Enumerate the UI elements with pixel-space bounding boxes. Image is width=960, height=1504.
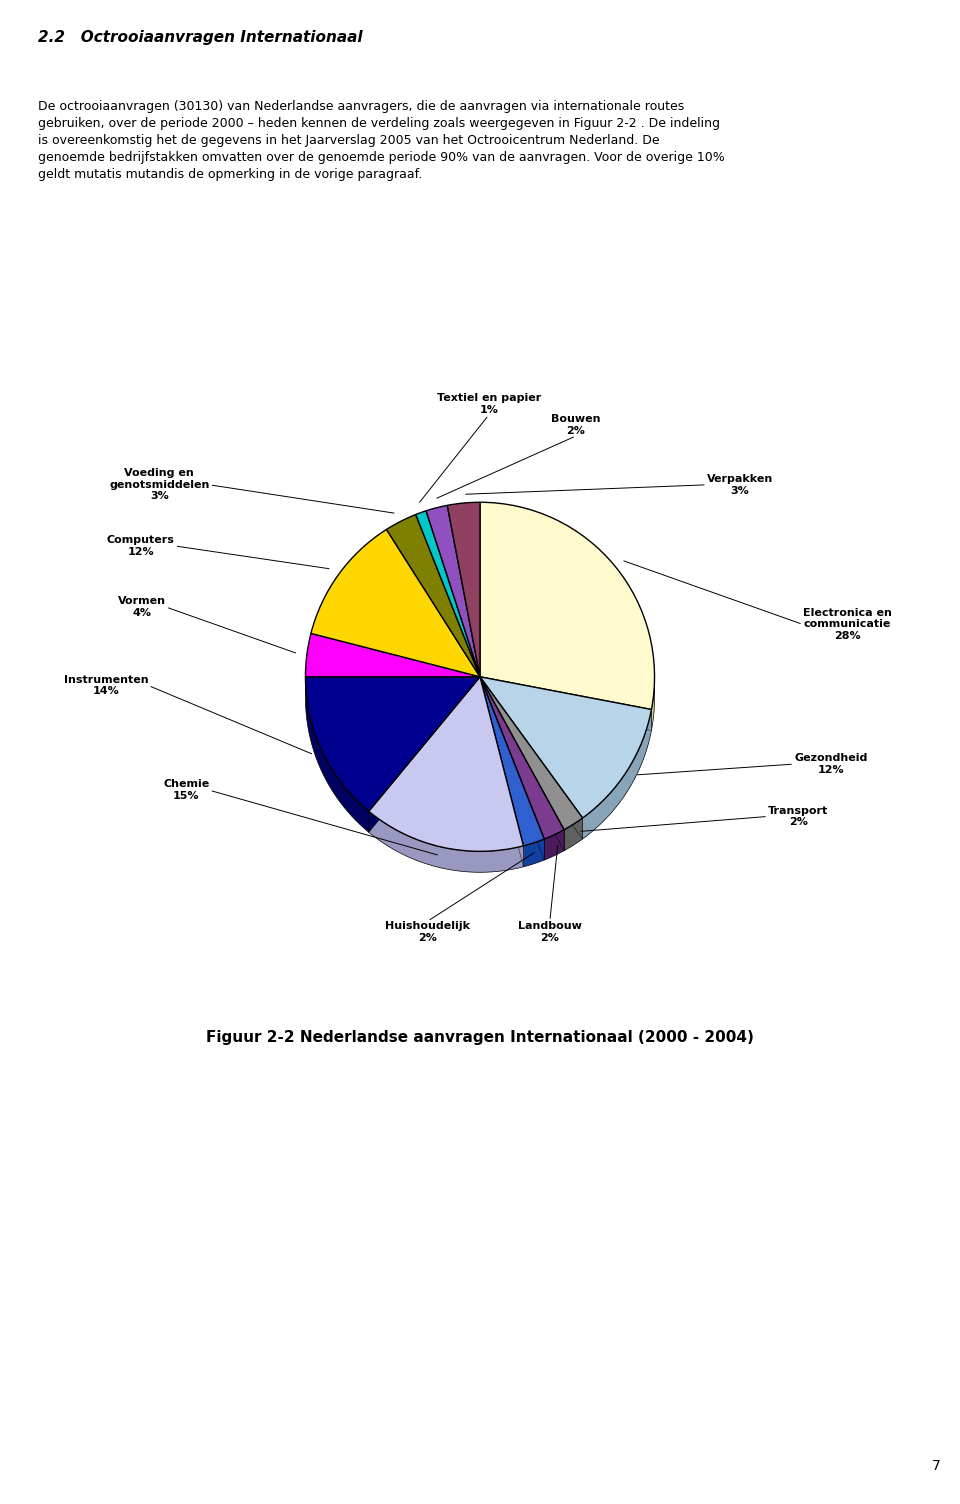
Text: Verpakken
3%: Verpakken 3%: [707, 474, 773, 496]
Polygon shape: [652, 677, 655, 731]
Wedge shape: [369, 677, 523, 851]
Polygon shape: [480, 677, 544, 860]
Polygon shape: [523, 839, 544, 866]
Wedge shape: [480, 502, 655, 710]
Wedge shape: [305, 677, 480, 811]
Polygon shape: [369, 811, 523, 872]
Wedge shape: [480, 677, 544, 845]
Polygon shape: [480, 677, 523, 866]
Polygon shape: [480, 677, 652, 731]
Text: Landbouw
2%: Landbouw 2%: [517, 920, 582, 943]
Text: De octrooiaanvragen (30130) van Nederlandse aanvragers, die de aanvragen via int: De octrooiaanvragen (30130) van Nederlan…: [38, 101, 725, 182]
Polygon shape: [480, 677, 652, 731]
Text: Electronica en
communicatie
28%: Electronica en communicatie 28%: [803, 608, 892, 641]
Text: Textiel en papier
1%: Textiel en papier 1%: [437, 394, 540, 415]
Polygon shape: [369, 677, 480, 832]
Wedge shape: [426, 505, 480, 677]
Polygon shape: [480, 677, 523, 866]
Text: Computers
12%: Computers 12%: [107, 535, 175, 556]
Wedge shape: [311, 529, 480, 677]
Text: Transport
2%: Transport 2%: [768, 806, 828, 827]
Wedge shape: [305, 633, 480, 677]
Polygon shape: [369, 677, 480, 832]
Text: Voeding en
genotsmiddelen
3%: Voeding en genotsmiddelen 3%: [109, 468, 209, 501]
Polygon shape: [480, 677, 544, 860]
Text: 2.2   Octrooiaanvragen Internationaal: 2.2 Octrooiaanvragen Internationaal: [38, 30, 363, 45]
Wedge shape: [480, 677, 564, 839]
Text: Huishoudelijk
2%: Huishoudelijk 2%: [385, 920, 470, 943]
Wedge shape: [447, 502, 480, 677]
Polygon shape: [564, 818, 583, 851]
Wedge shape: [480, 677, 652, 818]
Text: Chemie
15%: Chemie 15%: [163, 779, 209, 802]
Polygon shape: [480, 677, 564, 851]
Text: Figuur 2-2 Nederlandse aanvragen Internationaal (2000 - 2004): Figuur 2-2 Nederlandse aanvragen Interna…: [206, 1030, 754, 1045]
Wedge shape: [387, 514, 480, 677]
Polygon shape: [305, 677, 369, 832]
Wedge shape: [416, 511, 480, 677]
Wedge shape: [480, 677, 583, 830]
Text: Vormen
4%: Vormen 4%: [118, 596, 166, 618]
Polygon shape: [480, 677, 583, 839]
Polygon shape: [583, 710, 652, 839]
Text: Instrumenten
14%: Instrumenten 14%: [63, 675, 149, 696]
Polygon shape: [480, 677, 583, 839]
Text: 7: 7: [932, 1459, 941, 1474]
Polygon shape: [480, 677, 564, 851]
Text: Gezondheid
12%: Gezondheid 12%: [794, 754, 868, 775]
Polygon shape: [544, 830, 564, 860]
Text: Bouwen
2%: Bouwen 2%: [551, 414, 601, 436]
